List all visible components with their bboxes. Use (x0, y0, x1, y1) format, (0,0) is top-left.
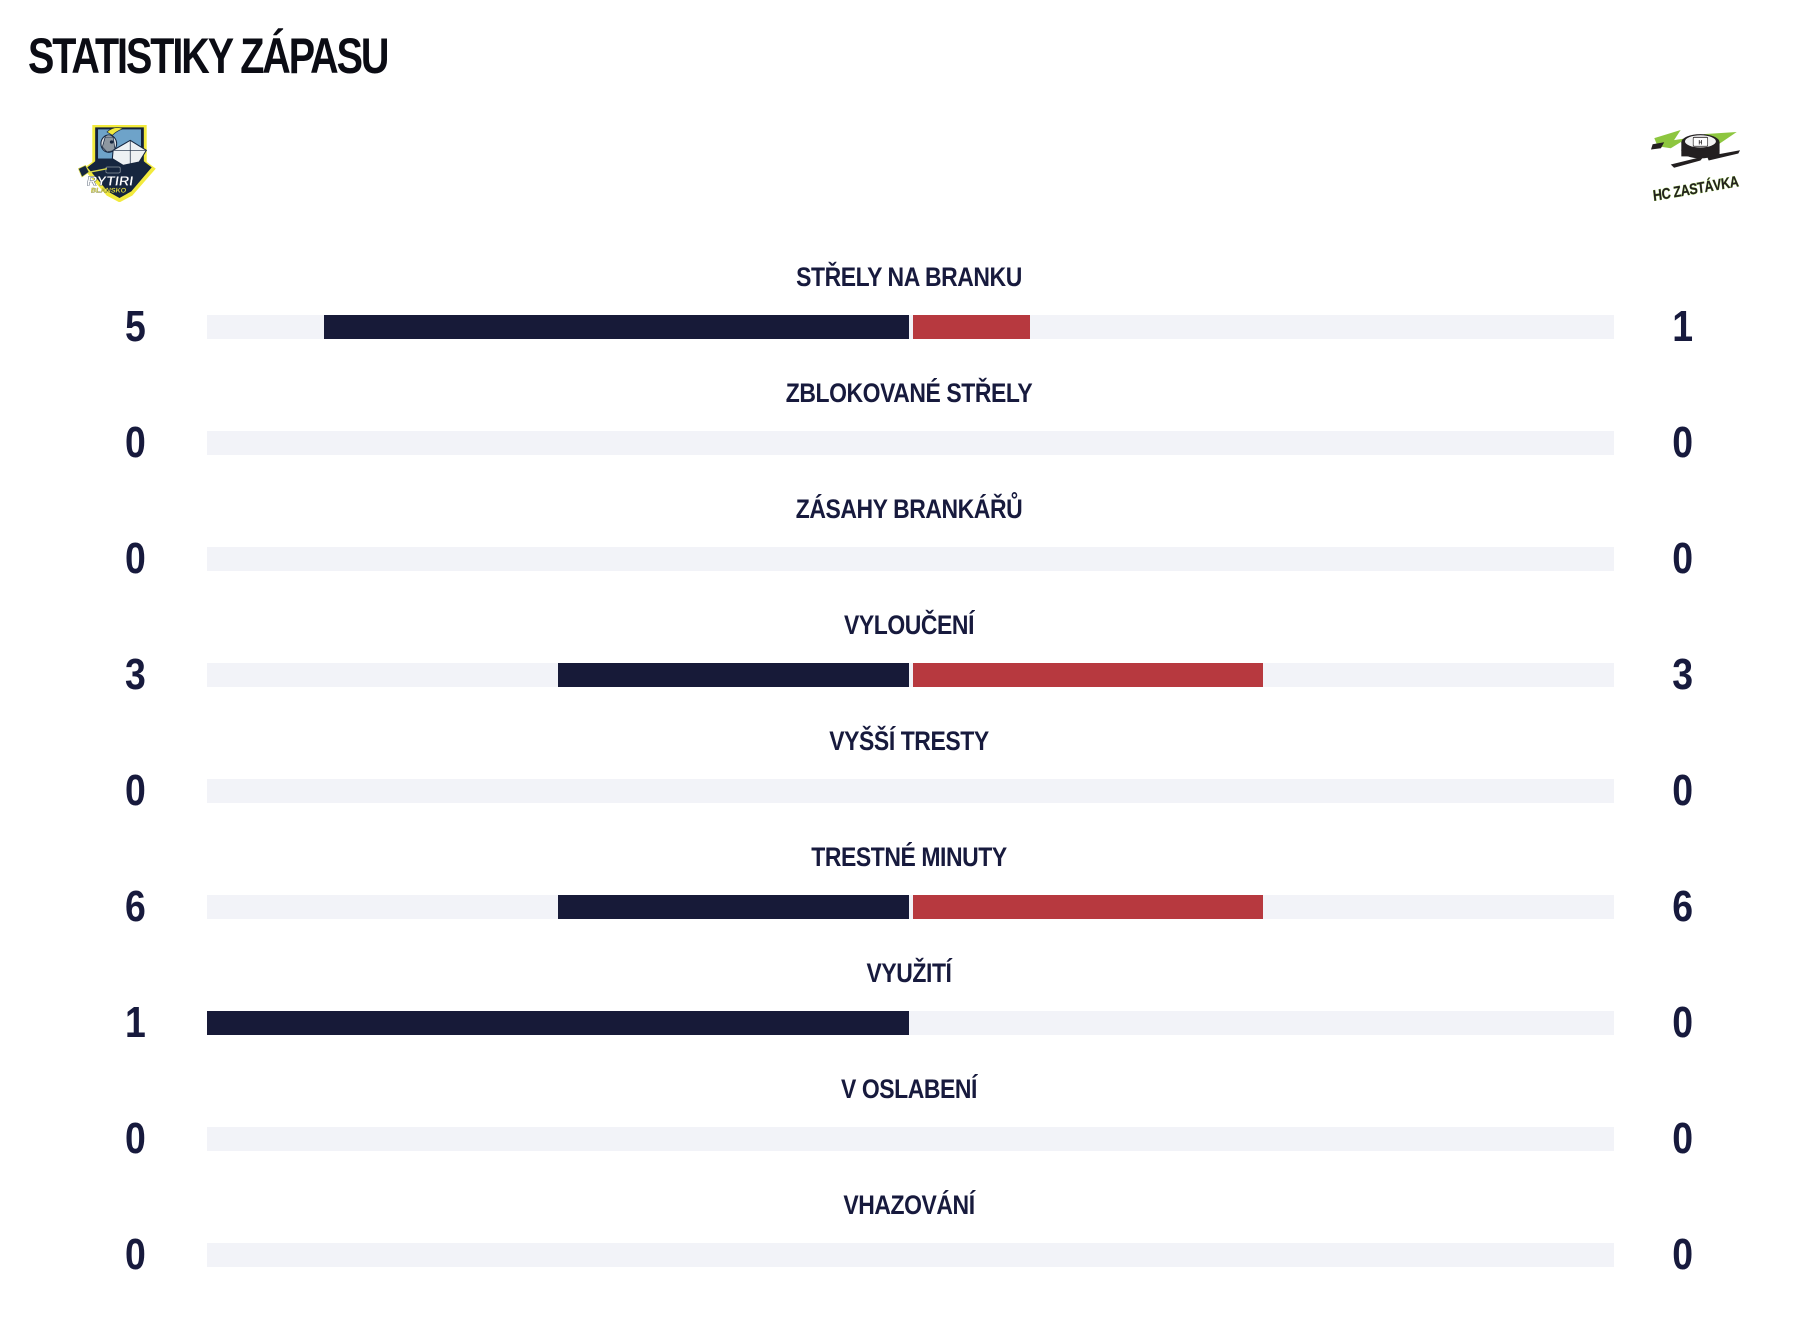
svg-text:RYTIRI: RYTIRI (86, 173, 135, 188)
svg-text:BLANSKO: BLANSKO (90, 188, 127, 195)
svg-text:HC ZASTÁVKA: HC ZASTÁVKA (1652, 172, 1739, 201)
svg-text:H: H (1699, 140, 1703, 147)
